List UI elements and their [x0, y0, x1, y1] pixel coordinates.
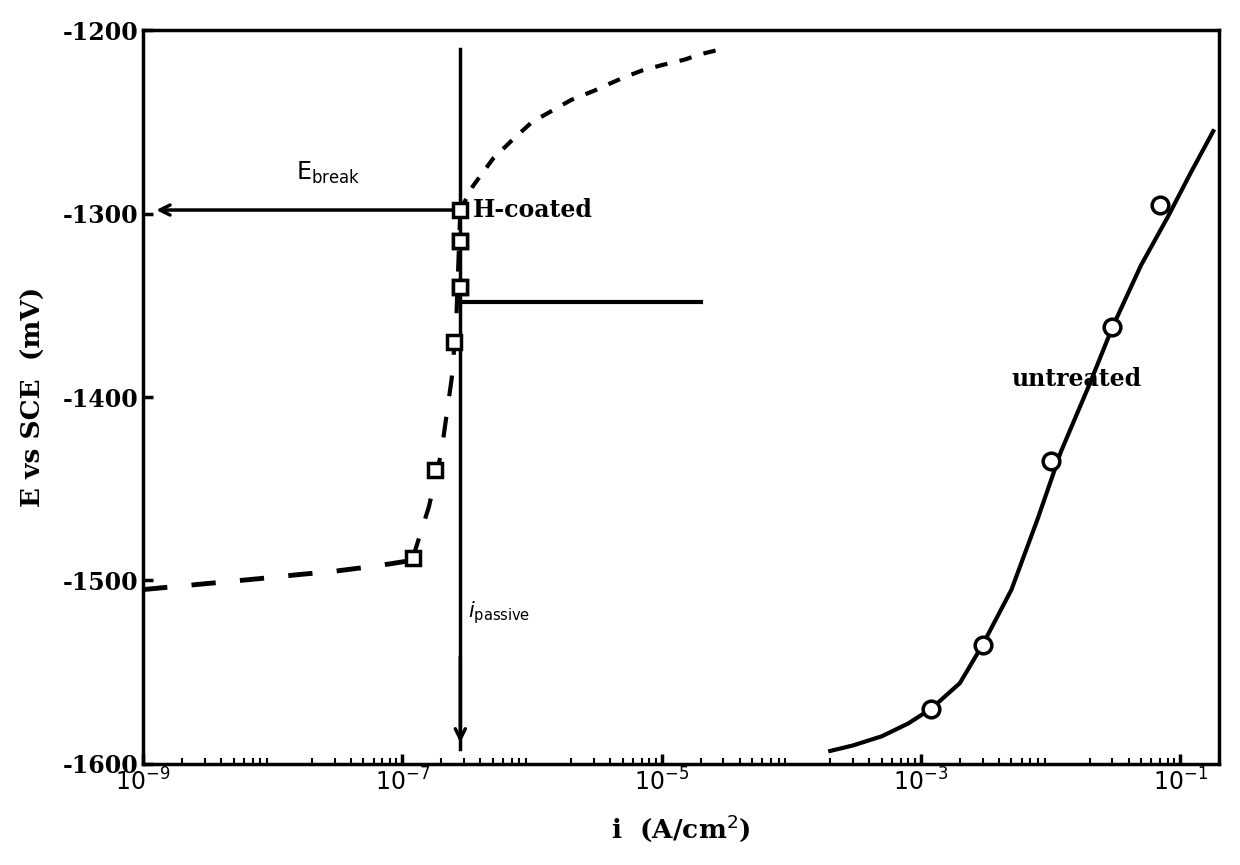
Text: untreated: untreated	[1012, 367, 1142, 391]
Text: $i_{\mathrm{passive}}$: $i_{\mathrm{passive}}$	[467, 599, 529, 625]
Text: $\mathrm{E_{break}}$: $\mathrm{E_{break}}$	[295, 160, 360, 186]
Y-axis label: E vs SCE  (mV): E vs SCE (mV)	[21, 287, 46, 507]
X-axis label: i  (A/cm$^2$): i (A/cm$^2$)	[611, 812, 751, 844]
Text: H-coated: H-coated	[472, 198, 593, 222]
